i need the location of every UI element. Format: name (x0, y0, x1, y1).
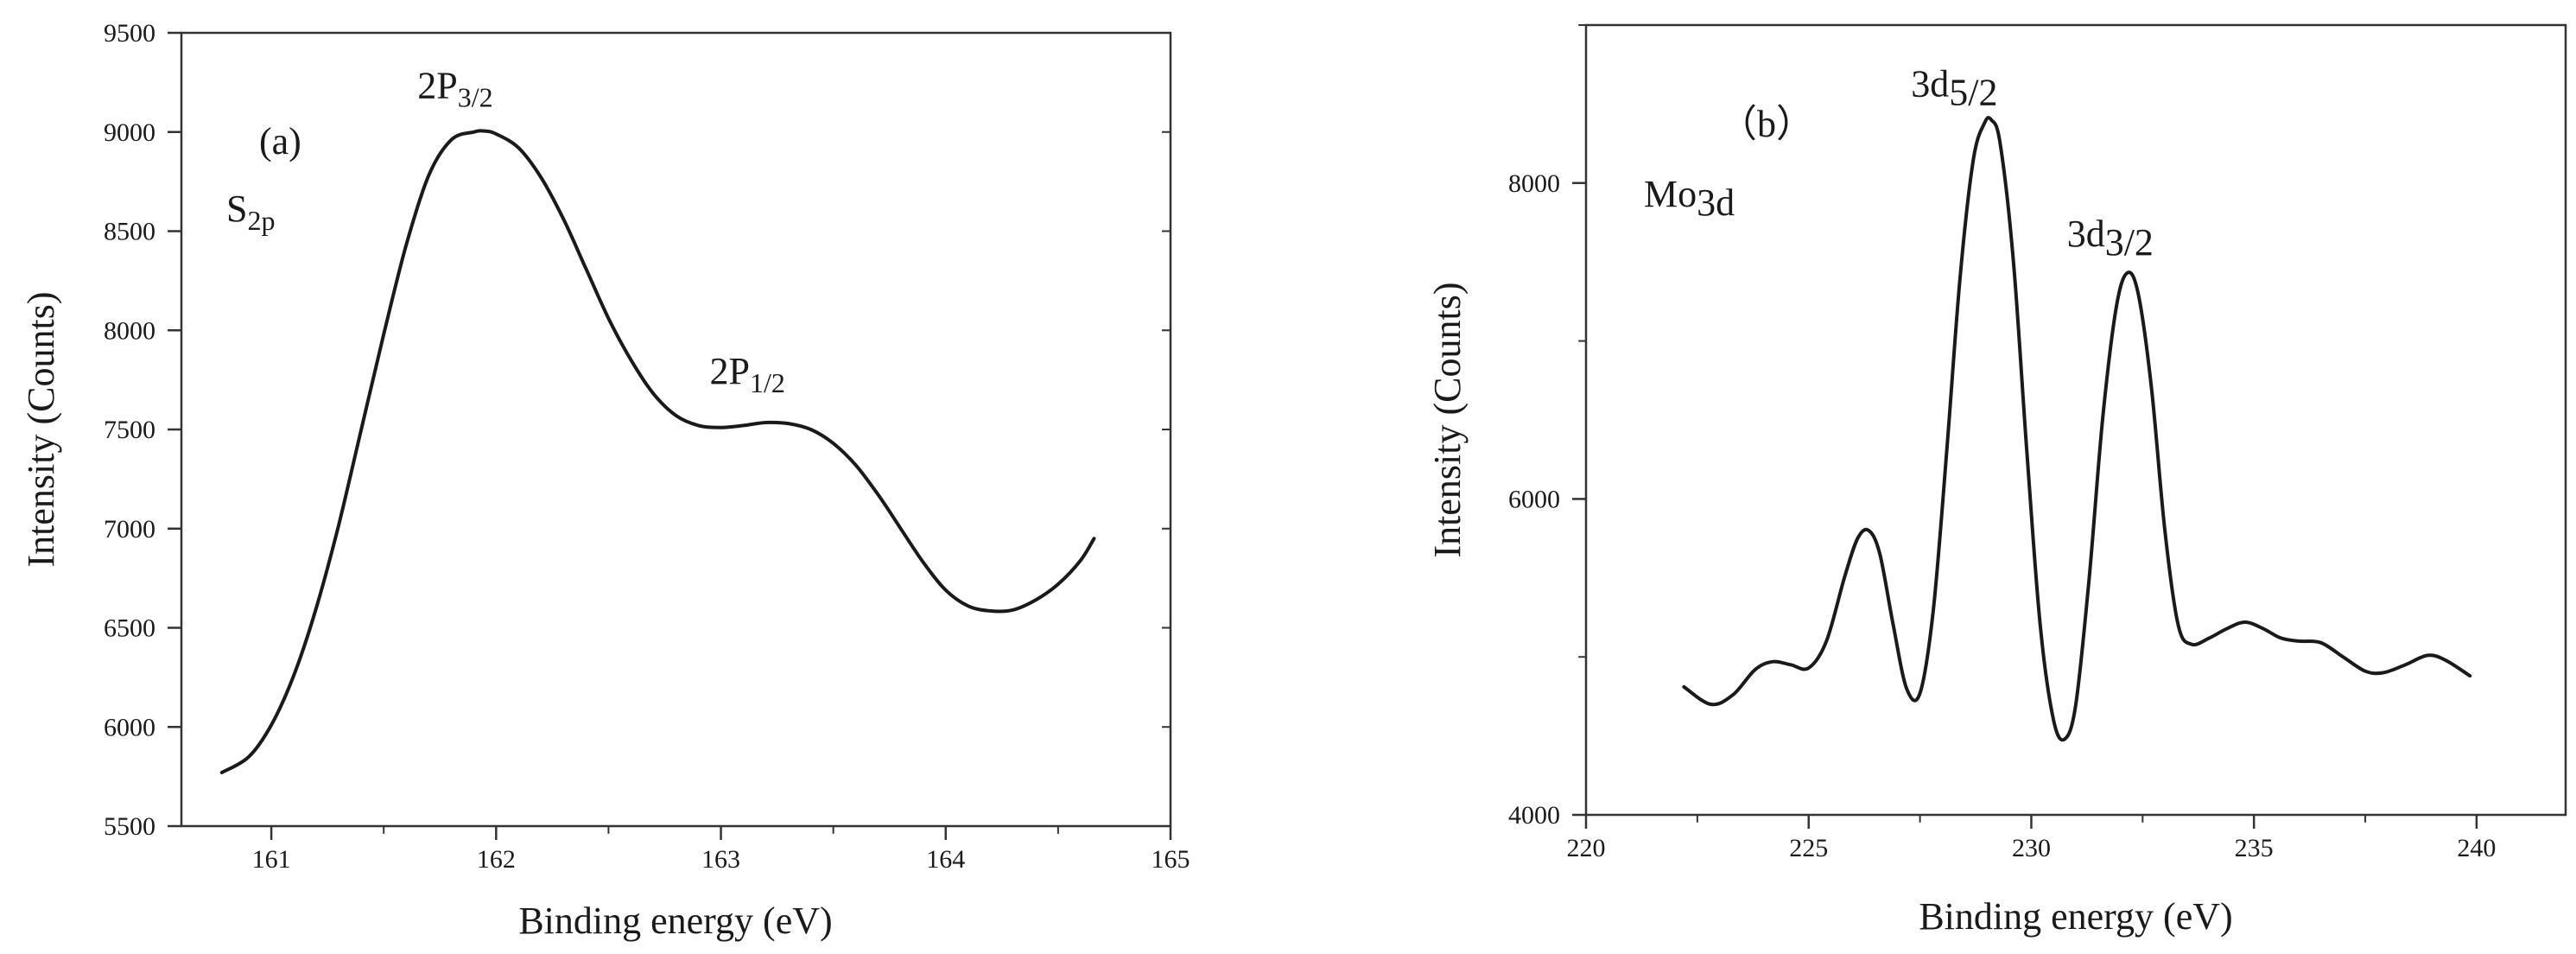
panel-a-x-tick-label: 164 (926, 845, 965, 874)
panel-b-y-tick-label: 4000 (1508, 801, 1560, 830)
panel-a-y-tick-label: 7500 (104, 416, 155, 444)
panel-b-x-tick-label: 220 (1567, 834, 1606, 862)
panel-b-x-tick-label: 225 (1789, 834, 1828, 862)
panel-a-x-tick-label: 165 (1152, 845, 1190, 874)
panel-a-chart: 161 162 163 164 165 5500 6000 6500 7000 7500 8000… (20, 19, 1190, 942)
panel-a-label: (a) (259, 120, 301, 162)
panel-b-region-sub: 3d (1697, 181, 1735, 224)
panel-a-peak2-annotation: 2P1/2 (710, 350, 785, 398)
panel-b-peak2-main: 3d (2067, 213, 2105, 255)
panel-b-region-annotation: Mo3d (1644, 173, 1735, 224)
panel-a-x-axis-label: Binding energy (eV) (518, 900, 832, 942)
panel-b-peak2-annotation: 3d3/2 (2067, 213, 2154, 264)
panel-a-x-ticks: 161 162 163 164 165 (252, 826, 1190, 874)
panel-a-spectrum-line (219, 129, 1096, 774)
panel-a-region-main: S (226, 188, 247, 230)
panel-b-spectrum-line (1682, 116, 2472, 742)
panel-a-x-tick-label: 161 (252, 845, 291, 874)
panel-a-y-tick-label: 6500 (104, 614, 155, 643)
panel-a-y-tick-label: 7000 (104, 515, 155, 544)
panel-b-peak1-main: 3d (1911, 62, 1949, 105)
panel-b-x-tick-label: 230 (2012, 834, 2051, 862)
panel-b-chart: 220 225 230 235 240 4000 6000 8000 Binding ene… (1426, 23, 2567, 938)
panel-b-peak1-annotation: 3d5/2 (1911, 62, 1997, 113)
panel-b-y-tick-label: 6000 (1508, 485, 1560, 513)
panel-b-x-axis-label: Binding energy (eV) (1919, 895, 2232, 938)
panel-b-peak2-sub: 3/2 (2105, 221, 2154, 264)
panel-a-y-tick-label: 8000 (104, 316, 155, 345)
panel-a-y-axis-label: Intensity (Counts) (20, 292, 62, 568)
panel-a-peak1-sub: 3/2 (458, 82, 493, 113)
panel-b-y-ticks: 4000 6000 8000 (1508, 24, 1586, 830)
panel-b-x-tick-label: 235 (2235, 834, 2274, 862)
panel-a-plot-frame (180, 31, 1172, 828)
panel-b-peak1-sub: 5/2 (1949, 71, 1997, 113)
panel-a-y-tick-label: 6000 (104, 713, 155, 741)
panel-a-peak1-annotation: 2P3/2 (417, 65, 492, 113)
panel-a-peak2-sub: 1/2 (750, 367, 785, 398)
panel-b-x-tick-label: 240 (2457, 834, 2496, 862)
panel-a-peak1-main: 2P (417, 65, 457, 107)
panel-b-x-ticks: 220 225 230 235 240 (1567, 815, 2496, 862)
panel-a-y-tick-label: 5500 (104, 812, 155, 841)
panel-a-region-sub: 2p (248, 205, 276, 236)
panel-a-x-tick-label: 162 (477, 845, 516, 874)
panel-a-peak2-main: 2P (710, 350, 750, 392)
panel-a-region-annotation: S2p (226, 188, 275, 236)
panel-a-y-tick-label: 9000 (104, 118, 155, 147)
panel-a-y-tick-label: 8500 (104, 218, 155, 246)
panel-a-x-tick-label: 163 (701, 845, 740, 874)
panel-b-region-main: Mo (1644, 173, 1697, 215)
panel-b-plot-frame (1584, 23, 2567, 817)
panel-a-y-tick-label: 9500 (104, 19, 155, 48)
panel-b-y-axis-label: Intensity (Counts) (1426, 283, 1469, 558)
panel-b-label: （b） (1719, 103, 1814, 145)
panel-b-y-tick-label: 8000 (1508, 169, 1560, 198)
panel-a-y-ticks: 5500 6000 6500 7000 7500 8000 8500 9000 9500 (104, 19, 1171, 841)
